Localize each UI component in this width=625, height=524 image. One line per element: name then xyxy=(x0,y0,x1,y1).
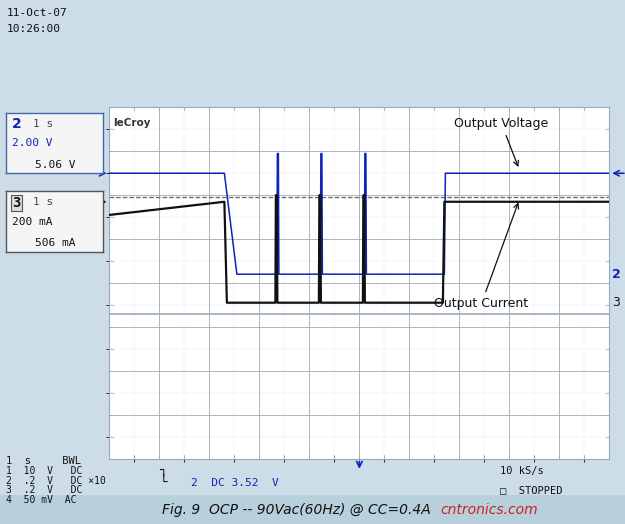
Text: cntronics.com: cntronics.com xyxy=(441,503,538,517)
Text: 10 kS/s: 10 kS/s xyxy=(500,466,544,476)
Text: 2: 2 xyxy=(12,117,22,132)
Text: 11-Oct-07: 11-Oct-07 xyxy=(6,8,67,18)
Text: 3: 3 xyxy=(12,196,21,210)
Text: 1 s: 1 s xyxy=(33,198,54,208)
Text: Output Voltage: Output Voltage xyxy=(454,117,549,166)
Text: 1 s: 1 s xyxy=(33,119,54,129)
Text: ┐
└: ┐ └ xyxy=(159,464,167,489)
Text: leCroy: leCroy xyxy=(113,118,151,128)
Text: 3: 3 xyxy=(612,296,620,309)
Text: 10:26:00: 10:26:00 xyxy=(6,24,60,34)
Text: Output Current: Output Current xyxy=(434,203,529,310)
Text: 2.00 V: 2.00 V xyxy=(12,138,52,148)
Text: 2: 2 xyxy=(612,268,621,281)
Text: Fig. 9  OCP -- 90Vac(60Hz) @ CC=0.4A: Fig. 9 OCP -- 90Vac(60Hz) @ CC=0.4A xyxy=(162,503,431,517)
Text: 5.06 V: 5.06 V xyxy=(35,160,76,170)
Text: 2  .2  V   DC ×10: 2 .2 V DC ×10 xyxy=(6,476,106,486)
Text: 3  .2  V   DC: 3 .2 V DC xyxy=(6,485,82,495)
Text: 1  10  V   DC: 1 10 V DC xyxy=(6,466,82,476)
Text: 200 mA: 200 mA xyxy=(12,216,52,226)
Text: 506 mA: 506 mA xyxy=(35,238,76,248)
Text: 1  s     BWL: 1 s BWL xyxy=(6,456,81,466)
Text: 4  50 mV  AC: 4 50 mV AC xyxy=(6,495,77,505)
Text: □  STOPPED: □ STOPPED xyxy=(500,485,562,495)
Text: 2  DC 3.52  V: 2 DC 3.52 V xyxy=(191,478,278,488)
